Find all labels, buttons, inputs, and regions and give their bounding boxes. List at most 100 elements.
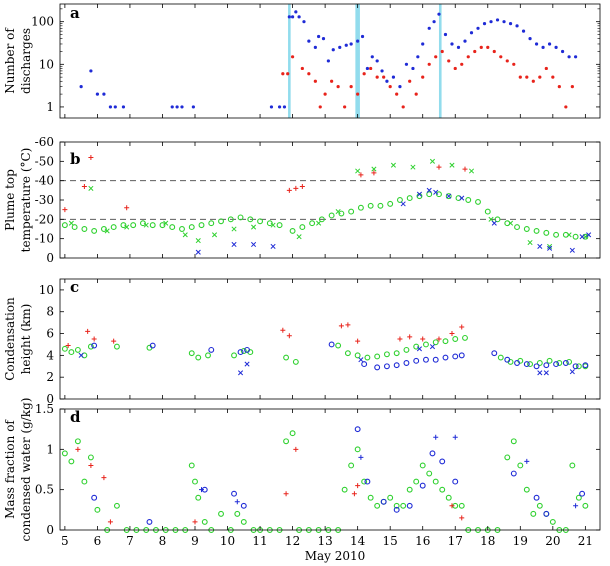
data-point-green-o xyxy=(367,494,374,501)
data-point-blue-x xyxy=(569,369,575,375)
data-point-blue-x xyxy=(244,361,250,367)
data-point-green-x xyxy=(231,226,237,232)
panel-b-letter: b xyxy=(70,150,81,168)
panel-d-letter: d xyxy=(70,408,81,426)
data-point-blue-o xyxy=(380,498,387,505)
plot-frame xyxy=(59,408,601,531)
data-point-red-dot xyxy=(440,49,444,54)
data-point-green-x xyxy=(410,164,416,170)
data-point-green-x xyxy=(182,232,188,238)
data-point-green-o xyxy=(575,363,582,370)
data-point-green-o xyxy=(419,462,426,469)
x-tick-label: 20 xyxy=(545,534,560,548)
data-point-green-o xyxy=(530,510,537,517)
highlight-band-2 xyxy=(438,4,442,118)
data-point-blue-plus xyxy=(452,434,458,440)
data-point-green-o xyxy=(582,502,589,509)
data-point-red-plus xyxy=(462,166,468,172)
data-point-blue-dot xyxy=(307,39,311,43)
data-point-green-o xyxy=(247,216,254,223)
data-point-green-o xyxy=(569,462,576,469)
data-point-red-dot xyxy=(447,59,451,63)
data-point-green-o xyxy=(283,354,290,361)
data-point-red-dot xyxy=(486,45,490,49)
y-tick-label: 2 xyxy=(46,370,54,384)
data-point-red-plus xyxy=(338,323,344,329)
data-point-green-o xyxy=(283,438,290,445)
data-point-green-o xyxy=(289,227,296,234)
data-point-green-o xyxy=(504,454,511,461)
data-point-blue-dot xyxy=(456,45,461,49)
data-point-blue-dot xyxy=(547,42,552,46)
data-point-blue-dot xyxy=(191,105,195,109)
data-point-green-o xyxy=(504,220,511,227)
data-point-blue-dot xyxy=(432,20,436,24)
data-point-blue-o xyxy=(491,350,498,357)
data-point-green-o xyxy=(549,518,556,525)
data-point-blue-o xyxy=(553,361,560,368)
data-point-red-dot xyxy=(505,59,509,63)
data-point-red-dot xyxy=(307,72,311,76)
data-point-green-x xyxy=(429,158,436,164)
data-point-green-o xyxy=(517,462,524,469)
data-point-red-plus xyxy=(101,475,107,481)
data-point-red-dot xyxy=(375,75,379,79)
data-point-blue-dot xyxy=(290,15,295,19)
x-tick-label: 10 xyxy=(220,534,235,548)
data-point-green-o xyxy=(110,224,117,231)
data-point-blue-x xyxy=(537,243,543,249)
data-point-red-dot xyxy=(564,105,568,109)
data-point-green-o xyxy=(553,231,560,238)
data-point-red-plus xyxy=(345,322,351,328)
data-point-green-o xyxy=(367,202,374,209)
data-point-green-o xyxy=(240,348,247,354)
x-tick-label: 13 xyxy=(317,534,332,548)
data-point-red-dot xyxy=(570,84,574,89)
data-point-red-plus xyxy=(75,446,81,452)
data-point-green-o xyxy=(81,352,88,359)
data-point-green-o xyxy=(74,346,81,353)
data-point-blue-dot xyxy=(326,59,330,63)
data-point-blue-x xyxy=(579,234,585,240)
data-point-green-x xyxy=(270,222,276,228)
data-point-green-x xyxy=(88,185,94,191)
data-point-blue-x xyxy=(416,346,423,352)
data-point-green-x xyxy=(468,168,475,174)
data-point-green-o xyxy=(494,216,501,223)
data-point-blue-x xyxy=(231,241,237,248)
x-tick-label: 16 xyxy=(415,534,430,548)
data-point-green-o xyxy=(572,233,579,240)
y-tick-label: 10 xyxy=(39,283,54,297)
x-tick-label: 8 xyxy=(159,534,167,548)
data-point-green-x xyxy=(163,220,169,226)
data-point-blue-dot xyxy=(404,62,409,66)
data-point-green-o xyxy=(74,438,81,445)
x-tick-label: 5 xyxy=(61,534,69,548)
panel-b-ylabel: Plume top temperature (°C) xyxy=(3,148,33,253)
data-point-blue-dot xyxy=(469,31,474,35)
data-point-green-o xyxy=(361,478,368,485)
data-point-blue-x xyxy=(270,243,276,249)
data-point-blue-o xyxy=(406,502,413,509)
data-point-green-x xyxy=(104,228,110,234)
data-point-green-o xyxy=(377,202,384,209)
data-point-red-dot xyxy=(466,55,470,59)
data-point-green-o xyxy=(188,462,195,469)
data-point-green-o xyxy=(556,360,563,366)
data-point-green-o xyxy=(393,502,400,509)
data-point-green-o xyxy=(188,224,195,231)
data-point-red-dot xyxy=(369,66,373,71)
data-point-red-dot xyxy=(557,84,561,89)
data-point-green-o xyxy=(328,212,335,219)
data-point-green-x xyxy=(566,232,572,238)
data-point-green-o xyxy=(357,204,364,211)
data-point-green-x xyxy=(143,222,149,228)
data-point-green-o xyxy=(61,345,68,352)
data-point-green-o xyxy=(387,200,394,207)
data-point-blue-o xyxy=(374,364,381,371)
data-point-green-o xyxy=(61,222,68,229)
panel-c-ylabel: Condensation height (km) xyxy=(3,297,33,381)
data-point-green-o xyxy=(426,470,433,477)
data-point-blue-dot xyxy=(102,92,106,96)
